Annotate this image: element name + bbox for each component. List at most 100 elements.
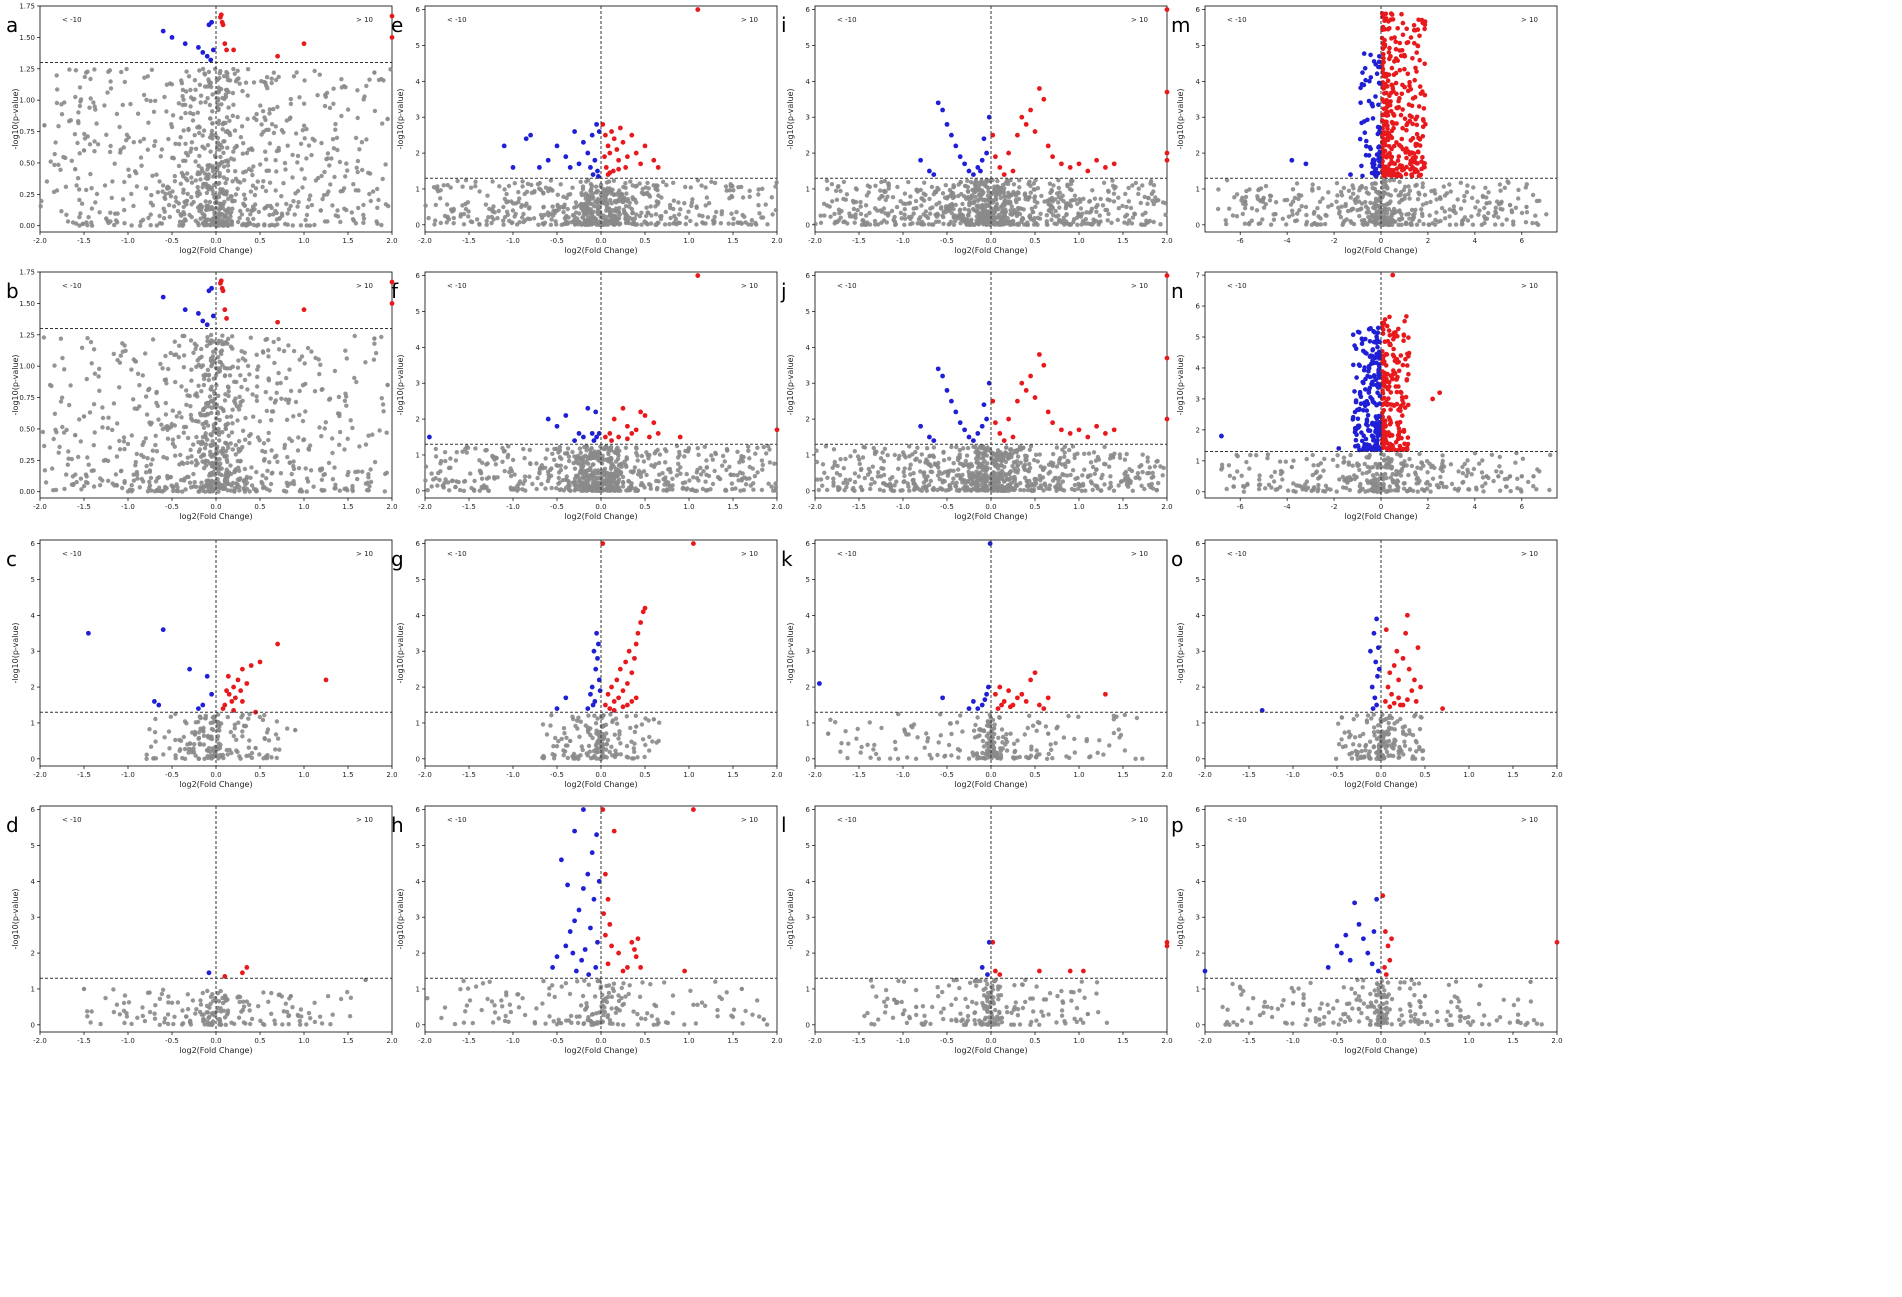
point-ns xyxy=(234,379,239,385)
point-ns xyxy=(284,480,289,485)
point-ns xyxy=(703,185,708,190)
point-ns xyxy=(268,481,274,487)
point-ns xyxy=(211,422,216,428)
point-ns xyxy=(211,222,217,227)
point-ns xyxy=(273,732,279,737)
point-ns xyxy=(61,367,67,372)
point-ns xyxy=(236,720,241,725)
point-ns xyxy=(574,460,579,465)
point-ns xyxy=(616,210,622,215)
point-up xyxy=(640,609,646,615)
point-ns xyxy=(487,979,492,984)
point-ns xyxy=(586,982,591,987)
point-ns xyxy=(724,448,730,453)
point-ns xyxy=(52,363,57,368)
point-ns xyxy=(656,460,662,466)
point-ns xyxy=(226,385,231,390)
point-ns xyxy=(693,1021,699,1026)
panel-letter: i xyxy=(781,13,787,37)
point-ns xyxy=(384,470,389,475)
point-ns xyxy=(639,1016,644,1021)
point-ns xyxy=(260,1021,266,1027)
point-ns xyxy=(198,411,203,416)
point-ns xyxy=(178,115,184,121)
point-ns xyxy=(247,433,252,439)
point-ns xyxy=(142,75,147,80)
point-ns xyxy=(738,488,743,493)
y-tick-label: 6 xyxy=(416,6,421,14)
point-ns xyxy=(52,411,58,416)
point-ns xyxy=(655,447,660,453)
point-ns xyxy=(1097,213,1102,218)
point-ns xyxy=(683,221,688,227)
point-ns xyxy=(712,219,717,224)
point-ns xyxy=(196,756,202,761)
point-ns xyxy=(177,343,182,348)
point-ns xyxy=(67,67,72,72)
point-ns xyxy=(494,455,499,461)
point-ns xyxy=(225,997,230,1002)
point-ns xyxy=(193,178,198,183)
point-ns xyxy=(684,215,689,220)
point-ns xyxy=(194,434,199,440)
point-ns xyxy=(743,1008,748,1014)
point-ns xyxy=(204,222,209,228)
point-ns xyxy=(230,447,235,452)
point-ns xyxy=(173,453,178,458)
point-ns xyxy=(1145,201,1150,206)
point-ns xyxy=(68,383,73,388)
point-ns xyxy=(202,171,207,176)
point-ns xyxy=(297,1018,302,1024)
point-ns xyxy=(155,476,160,481)
point-up xyxy=(629,699,635,704)
point-up xyxy=(229,699,235,704)
point-ns xyxy=(337,488,342,493)
point-ns xyxy=(635,755,640,760)
point-ns xyxy=(547,1014,552,1019)
point-ns xyxy=(581,454,586,460)
point-ns xyxy=(308,193,313,198)
point-down xyxy=(576,431,582,436)
point-ns xyxy=(759,487,765,493)
point-ns xyxy=(223,448,229,454)
point-ns xyxy=(577,446,583,451)
point-ns xyxy=(755,470,760,475)
point-ns xyxy=(913,198,919,204)
point-ns xyxy=(163,412,169,417)
point-ns xyxy=(196,419,201,424)
point-ns xyxy=(209,128,215,134)
point-ns xyxy=(443,477,448,482)
point-ns xyxy=(699,1000,705,1005)
point-ns xyxy=(381,409,386,414)
point-ns xyxy=(368,467,373,472)
point-ns xyxy=(129,433,134,438)
point-ns xyxy=(205,143,211,148)
point-ns xyxy=(606,990,612,996)
point-ns xyxy=(357,444,362,449)
point-ns xyxy=(623,994,628,999)
point-ns xyxy=(755,998,760,1003)
point-ns xyxy=(344,161,349,166)
point-ns xyxy=(216,88,222,94)
point-ns xyxy=(181,353,187,358)
point-down xyxy=(537,165,542,170)
point-ns xyxy=(195,184,200,190)
point-ns xyxy=(646,193,652,198)
point-ns xyxy=(188,87,193,93)
point-ns xyxy=(189,140,195,145)
point-ns xyxy=(682,1022,687,1027)
point-ns xyxy=(614,217,620,223)
point-ns xyxy=(645,1011,650,1016)
point-ns xyxy=(567,487,572,493)
point-ns xyxy=(435,184,440,189)
point-ns xyxy=(662,482,667,487)
point-ns xyxy=(73,221,79,226)
point-ns xyxy=(210,109,215,114)
point-ns xyxy=(689,203,694,209)
point-ns xyxy=(286,207,292,212)
point-ns xyxy=(327,163,332,168)
point-ns xyxy=(188,149,193,154)
point-ns xyxy=(269,755,274,760)
point-ns xyxy=(124,132,130,137)
point-ns xyxy=(935,211,940,216)
